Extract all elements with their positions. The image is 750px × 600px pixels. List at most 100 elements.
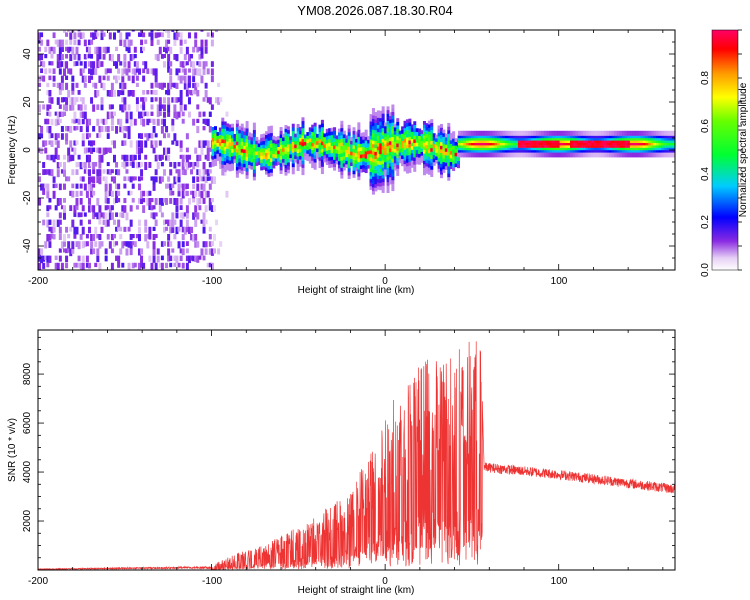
heatmap-cell: [171, 118, 175, 126]
heatmap-cell: [642, 140, 647, 143]
heatmap-cell: [102, 118, 106, 125]
heatmap-cell: [112, 140, 116, 149]
heatmap-cell: [635, 140, 639, 143]
heatmap-cell: [379, 171, 383, 176]
heatmap-cell: [85, 46, 89, 53]
heatmap-cell: [666, 142, 670, 146]
heatmap-cell: [272, 139, 276, 144]
heatmap-cell: [476, 152, 480, 155]
heatmap-cell: [123, 133, 127, 139]
heatmap-cell: [497, 142, 501, 146]
heatmap-cell: [250, 144, 254, 149]
heatmap-cell: [175, 97, 179, 103]
heatmap-cell: [210, 39, 214, 47]
heatmap-cell: [90, 162, 94, 167]
heatmap-cell: [213, 151, 217, 156]
heatmap-cell: [216, 150, 220, 154]
heatmap-cell: [463, 142, 467, 146]
heatmap-cell: [221, 153, 225, 158]
heatmap-cell: [583, 133, 587, 136]
heatmap-cell: [252, 165, 256, 170]
heatmap-cell: [590, 152, 595, 155]
heatmap-cell: [48, 75, 52, 81]
heatmap-cell: [598, 154, 602, 158]
heatmap-cell: [318, 160, 322, 165]
heatmap-cell: [75, 162, 79, 168]
heatmap-cell: [611, 154, 615, 158]
heatmap-cell: [386, 113, 390, 118]
heatmap-cell: [187, 97, 191, 105]
heatmap-cell: [340, 171, 344, 175]
heatmap-cell: [90, 234, 94, 242]
heatmap-cell: [369, 153, 373, 158]
heatmap-cell: [238, 165, 242, 170]
heatmap-cell: [342, 141, 346, 146]
heatmap-cell: [342, 163, 346, 167]
heatmap-cell: [83, 75, 87, 83]
colorbar-tick-label: 0.2: [700, 215, 711, 229]
heatmap-cell: [658, 142, 662, 146]
heatmap-cell: [208, 147, 212, 152]
heatmap-cell: [564, 135, 568, 139]
heatmap-cell: [362, 153, 366, 158]
heatmap-cell: [427, 138, 431, 143]
heatmap-cell: [381, 127, 385, 132]
heatmap-cell: [104, 46, 108, 54]
heatmap-cell: [235, 127, 239, 131]
heatmap-cell: [98, 219, 102, 225]
heatmap-cell: [106, 205, 110, 210]
heatmap-cell: [46, 118, 50, 125]
heatmap-cell: [67, 241, 71, 249]
heatmap-cell: [374, 162, 378, 167]
heatmap-cell: [279, 127, 283, 131]
heatmap-cell: [325, 146, 329, 151]
heatmap-cell: [340, 142, 344, 147]
heatmap-cell: [223, 168, 227, 173]
heatmap-cell: [458, 138, 462, 141]
heatmap-cell: [364, 144, 368, 148]
heatmap-cell: [269, 154, 273, 159]
heatmap-cell: [284, 171, 288, 176]
heatmap-cell: [75, 169, 79, 175]
heatmap-cell: [452, 149, 456, 154]
heatmap-cell: [117, 169, 121, 176]
heatmap-cell: [554, 154, 558, 158]
heatmap-cell: [142, 262, 146, 269]
heatmap-cell: [408, 143, 412, 148]
heatmap-cell: [328, 142, 332, 147]
heatmap-cell: [381, 106, 385, 111]
heatmap-cell: [284, 124, 288, 129]
heatmap-cell: [238, 143, 242, 148]
heatmap-cell: [437, 129, 441, 133]
heatmap-cell: [590, 138, 595, 141]
heatmap-cell: [330, 152, 334, 157]
heatmap-cell: [177, 162, 181, 167]
heatmap-cell: [265, 149, 269, 154]
heatmap-cell: [98, 147, 102, 154]
heatmap-cell: [54, 154, 58, 160]
heatmap-cell: [265, 131, 269, 136]
heatmap-cell: [554, 150, 558, 153]
heatmap-cell: [362, 146, 366, 151]
heatmap-cell: [181, 111, 185, 117]
heatmap-cell: [471, 130, 475, 134]
heatmap-cell: [291, 152, 295, 157]
heatmap-cell: [127, 32, 131, 37]
heatmap-cell: [248, 136, 252, 140]
heatmap-cell: [517, 135, 522, 139]
heatmap-cell: [476, 133, 480, 136]
heatmap-cell: [601, 130, 605, 134]
heatmap-cell: [179, 75, 183, 84]
heatmap-cell: [359, 150, 363, 155]
heatmap-cell: [381, 109, 385, 114]
heatmap-cell: [333, 152, 337, 157]
heatmap-cell: [371, 108, 375, 112]
heatmap-cell: [202, 241, 206, 248]
heatmap-cell: [577, 142, 582, 146]
heatmap-cell: [362, 157, 366, 162]
heatmap-cell: [98, 212, 102, 220]
heatmap-cell: [468, 133, 472, 136]
heatmap-cell: [226, 126, 230, 131]
heatmap-cell: [465, 152, 470, 155]
heatmap-cell: [58, 54, 62, 61]
